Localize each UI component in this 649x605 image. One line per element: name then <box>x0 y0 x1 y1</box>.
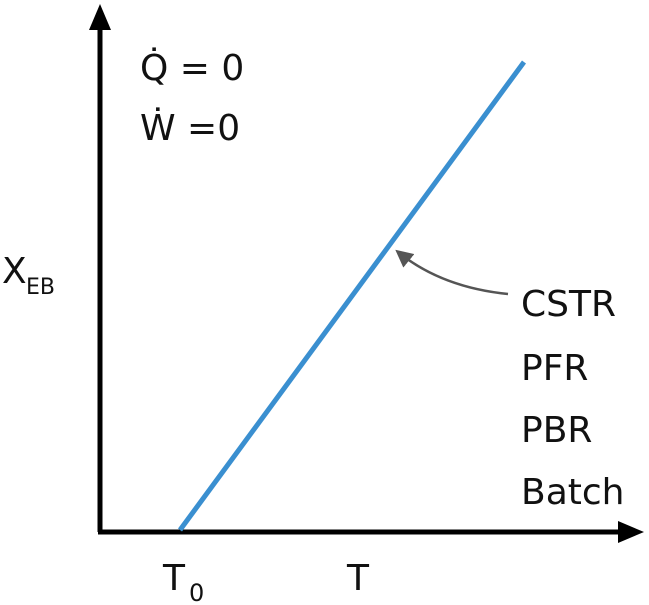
reactor-label-cstr: CSTR <box>521 284 616 325</box>
y-axis-label: X EB <box>2 251 55 300</box>
reactor-label-pbr: PBR <box>521 410 592 451</box>
x-axis-label-t0: T 0 <box>162 558 204 605</box>
heat-rate-condition: Q̇ = 0 <box>140 47 244 89</box>
x-axis-label-t0-main: T <box>162 558 186 599</box>
work-rate-condition: Ẇ =0 <box>140 107 240 149</box>
energy-balance-line <box>177 60 527 532</box>
y-axis <box>89 4 111 532</box>
x-axis-label-t: T <box>346 558 370 599</box>
reactor-label-pfr: PFR <box>521 348 588 389</box>
reactor-type-labels: CSTR PFR PBR Batch <box>521 284 624 513</box>
y-axis-arrowhead <box>89 4 111 30</box>
reactor-label-batch: Batch <box>521 472 624 513</box>
x-axis <box>98 521 644 543</box>
x-axis-label-t0-subscript: 0 <box>189 579 204 605</box>
y-axis-label-subscript: EB <box>26 275 55 300</box>
label-pointer-arrow <box>395 249 509 296</box>
y-axis-label-main: X <box>2 251 27 292</box>
x-axis-arrowhead <box>618 521 644 543</box>
